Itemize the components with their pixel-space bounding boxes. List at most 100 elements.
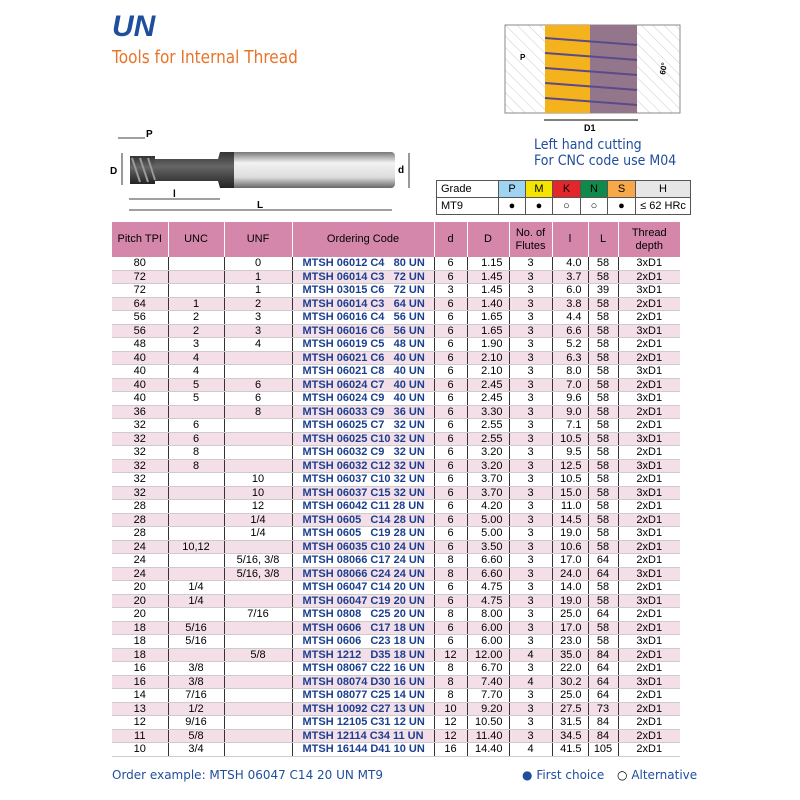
ordering-code-cell: MTSH 06024 C7 40 UN [291,378,434,392]
pitch-cell: 32 [112,486,168,500]
ordering-code-cell: MTSH 06016 C6 56 UN [291,324,434,338]
D-cell: 1.40 [466,297,509,311]
pitch-cell: 64 [112,297,168,311]
L-cell: 58 [587,297,618,311]
thread-depth-cell: 3xD1 [617,459,680,473]
label-D1: D1 [584,123,596,133]
flutes-cell: 3 [508,486,552,500]
legend-first-choice: ● First choice [522,768,604,782]
table-row: 36 8 MTSH 06033 C9 36 UN 6 3.30 3 9.0 58 2xD1 [112,405,680,419]
d-cell: 12 [433,648,467,662]
flutes-cell: 3 [508,257,552,271]
pitch-cell: 56 [112,310,168,325]
unf-cell: 1 [223,270,292,284]
unc-cell [167,283,224,298]
pitch-cell: 18 [112,648,168,662]
D-cell: 1.90 [466,337,509,352]
page-subtitle: Tools for Internal Thread [112,47,298,68]
d-cell: 6 [433,270,467,284]
flutes-cell: 3 [508,432,552,446]
unc-cell [167,499,224,514]
D-cell: 12.00 [466,648,509,662]
grade-cell: ○ [552,197,581,215]
ordering-code-cell: MTSH 06032 C9 32 UN [291,445,434,460]
unf-cell: 1/4 [223,513,292,527]
D-cell: 2.45 [466,378,509,392]
L-cell: 64 [587,688,618,703]
label-d: d [398,165,404,176]
unc-cell [167,270,224,284]
table-row: 20 1/4 MTSH 06047 C19 20 UN 6 4.75 3 19.0 58 3xD… [112,594,680,608]
unc-cell: 8 [167,459,224,473]
unc-cell [167,513,224,527]
unc-cell: 3/8 [167,661,224,676]
D-cell: 3.70 [466,472,509,487]
left-hand-note: Left hand cutting [534,137,642,153]
flutes-cell: 3 [508,540,552,554]
pitch-cell: 32 [112,459,168,473]
pitch-cell: 36 [112,405,168,419]
l-cell: 24.0 [551,567,588,581]
flutes-cell: 3 [508,418,552,433]
thread-depth-cell: 2xD1 [617,553,680,568]
pitch-cell: 14 [112,688,168,703]
unc-cell [167,472,224,487]
table-header-row: Pitch TPI UNC UNF Ordering Code d D No. of Flu… [112,222,680,257]
L-cell: 58 [587,486,618,500]
unf-cell [223,418,292,433]
cnc-note: For CNC code use M04 [534,153,677,169]
ordering-code-cell: MTSH 08074 D30 16 UN [291,675,434,689]
table-row: 24 10,12 MTSH 06035 C10 24 UN 6 3.50 3 10.6 58 2… [112,540,680,554]
D-cell: 1.65 [466,324,509,338]
flutes-cell: 3 [508,526,552,541]
grade-cell: ≤ 62 HRc [635,197,691,215]
grade-cell: ● [498,197,526,215]
unf-cell: 10 [223,472,292,487]
unc-cell: 1/4 [167,594,224,608]
ordering-code-cell: MTSH 12105 C31 12 UN [291,715,434,730]
column-header: l [551,222,588,257]
table-row: 72 1 MTSH 06014 C3 72 UN 6 1.45 3 3.7 58 2xD1 [112,270,680,284]
unf-cell [223,715,292,730]
thread-depth-cell: 2xD1 [617,499,680,514]
table-row: 18 5/16 MTSH 0606 C23 18 UN 6 6.00 3 23.0 58 3xD… [112,634,680,649]
table-row: 28 1/4 MTSH 0605 C14 28 UN 6 5.00 3 14.5 58 2xD1 [112,513,680,527]
L-cell: 58 [587,594,618,608]
pitch-cell: 40 [112,351,168,365]
flutes-cell: 3 [508,445,552,460]
l-cell: 5.2 [551,337,588,352]
flutes-cell: 3 [508,337,552,352]
table-row: 14 7/16 MTSH 08077 C25 14 UN 8 7.70 3 25.0 64 2x… [112,688,680,703]
d-cell: 6 [433,445,467,460]
l-cell: 17.0 [551,553,588,568]
thread-depth-cell: 2xD1 [617,445,680,460]
D-cell: 4.75 [466,580,509,595]
ordering-code-cell: MTSH 06037 C15 32 UN [291,486,434,500]
unf-cell: 10 [223,486,292,500]
order-example: Order example: MTSH 06047 C14 20 UN MT9 [112,768,383,782]
d-cell: 6 [433,526,467,541]
ordering-code-cell: MTSH 06025 C10 32 UN [291,432,434,446]
L-cell: 58 [587,418,618,433]
D-cell: 6.00 [466,621,509,635]
d-cell: 6 [433,405,467,419]
unf-cell [223,594,292,608]
thread-depth-cell: 2xD1 [617,513,680,527]
unc-cell: 4 [167,364,224,379]
pitch-cell: 12 [112,715,168,730]
l-cell: 6.0 [551,283,588,298]
table-row: 24 5/16, 3/8 MTSH 08066 C24 24 UN 8 6.60 3 24.… [112,567,680,581]
flutes-cell: 3 [508,270,552,284]
unf-cell [223,432,292,446]
L-cell: 64 [587,675,618,689]
table-row: 80 0 MTSH 06012 C4 80 UN 6 1.15 3 4.0 58 3xD1 [112,257,680,271]
unf-cell: 4 [223,337,292,352]
unf-cell: 6 [223,378,292,392]
flutes-cell: 3 [508,297,552,311]
d-cell: 6 [433,472,467,487]
pitch-cell: 32 [112,432,168,446]
unc-cell: 3/8 [167,675,224,689]
l-cell: 25.0 [551,688,588,703]
flutes-cell: 3 [508,391,552,406]
l-cell: 41.5 [551,742,588,757]
